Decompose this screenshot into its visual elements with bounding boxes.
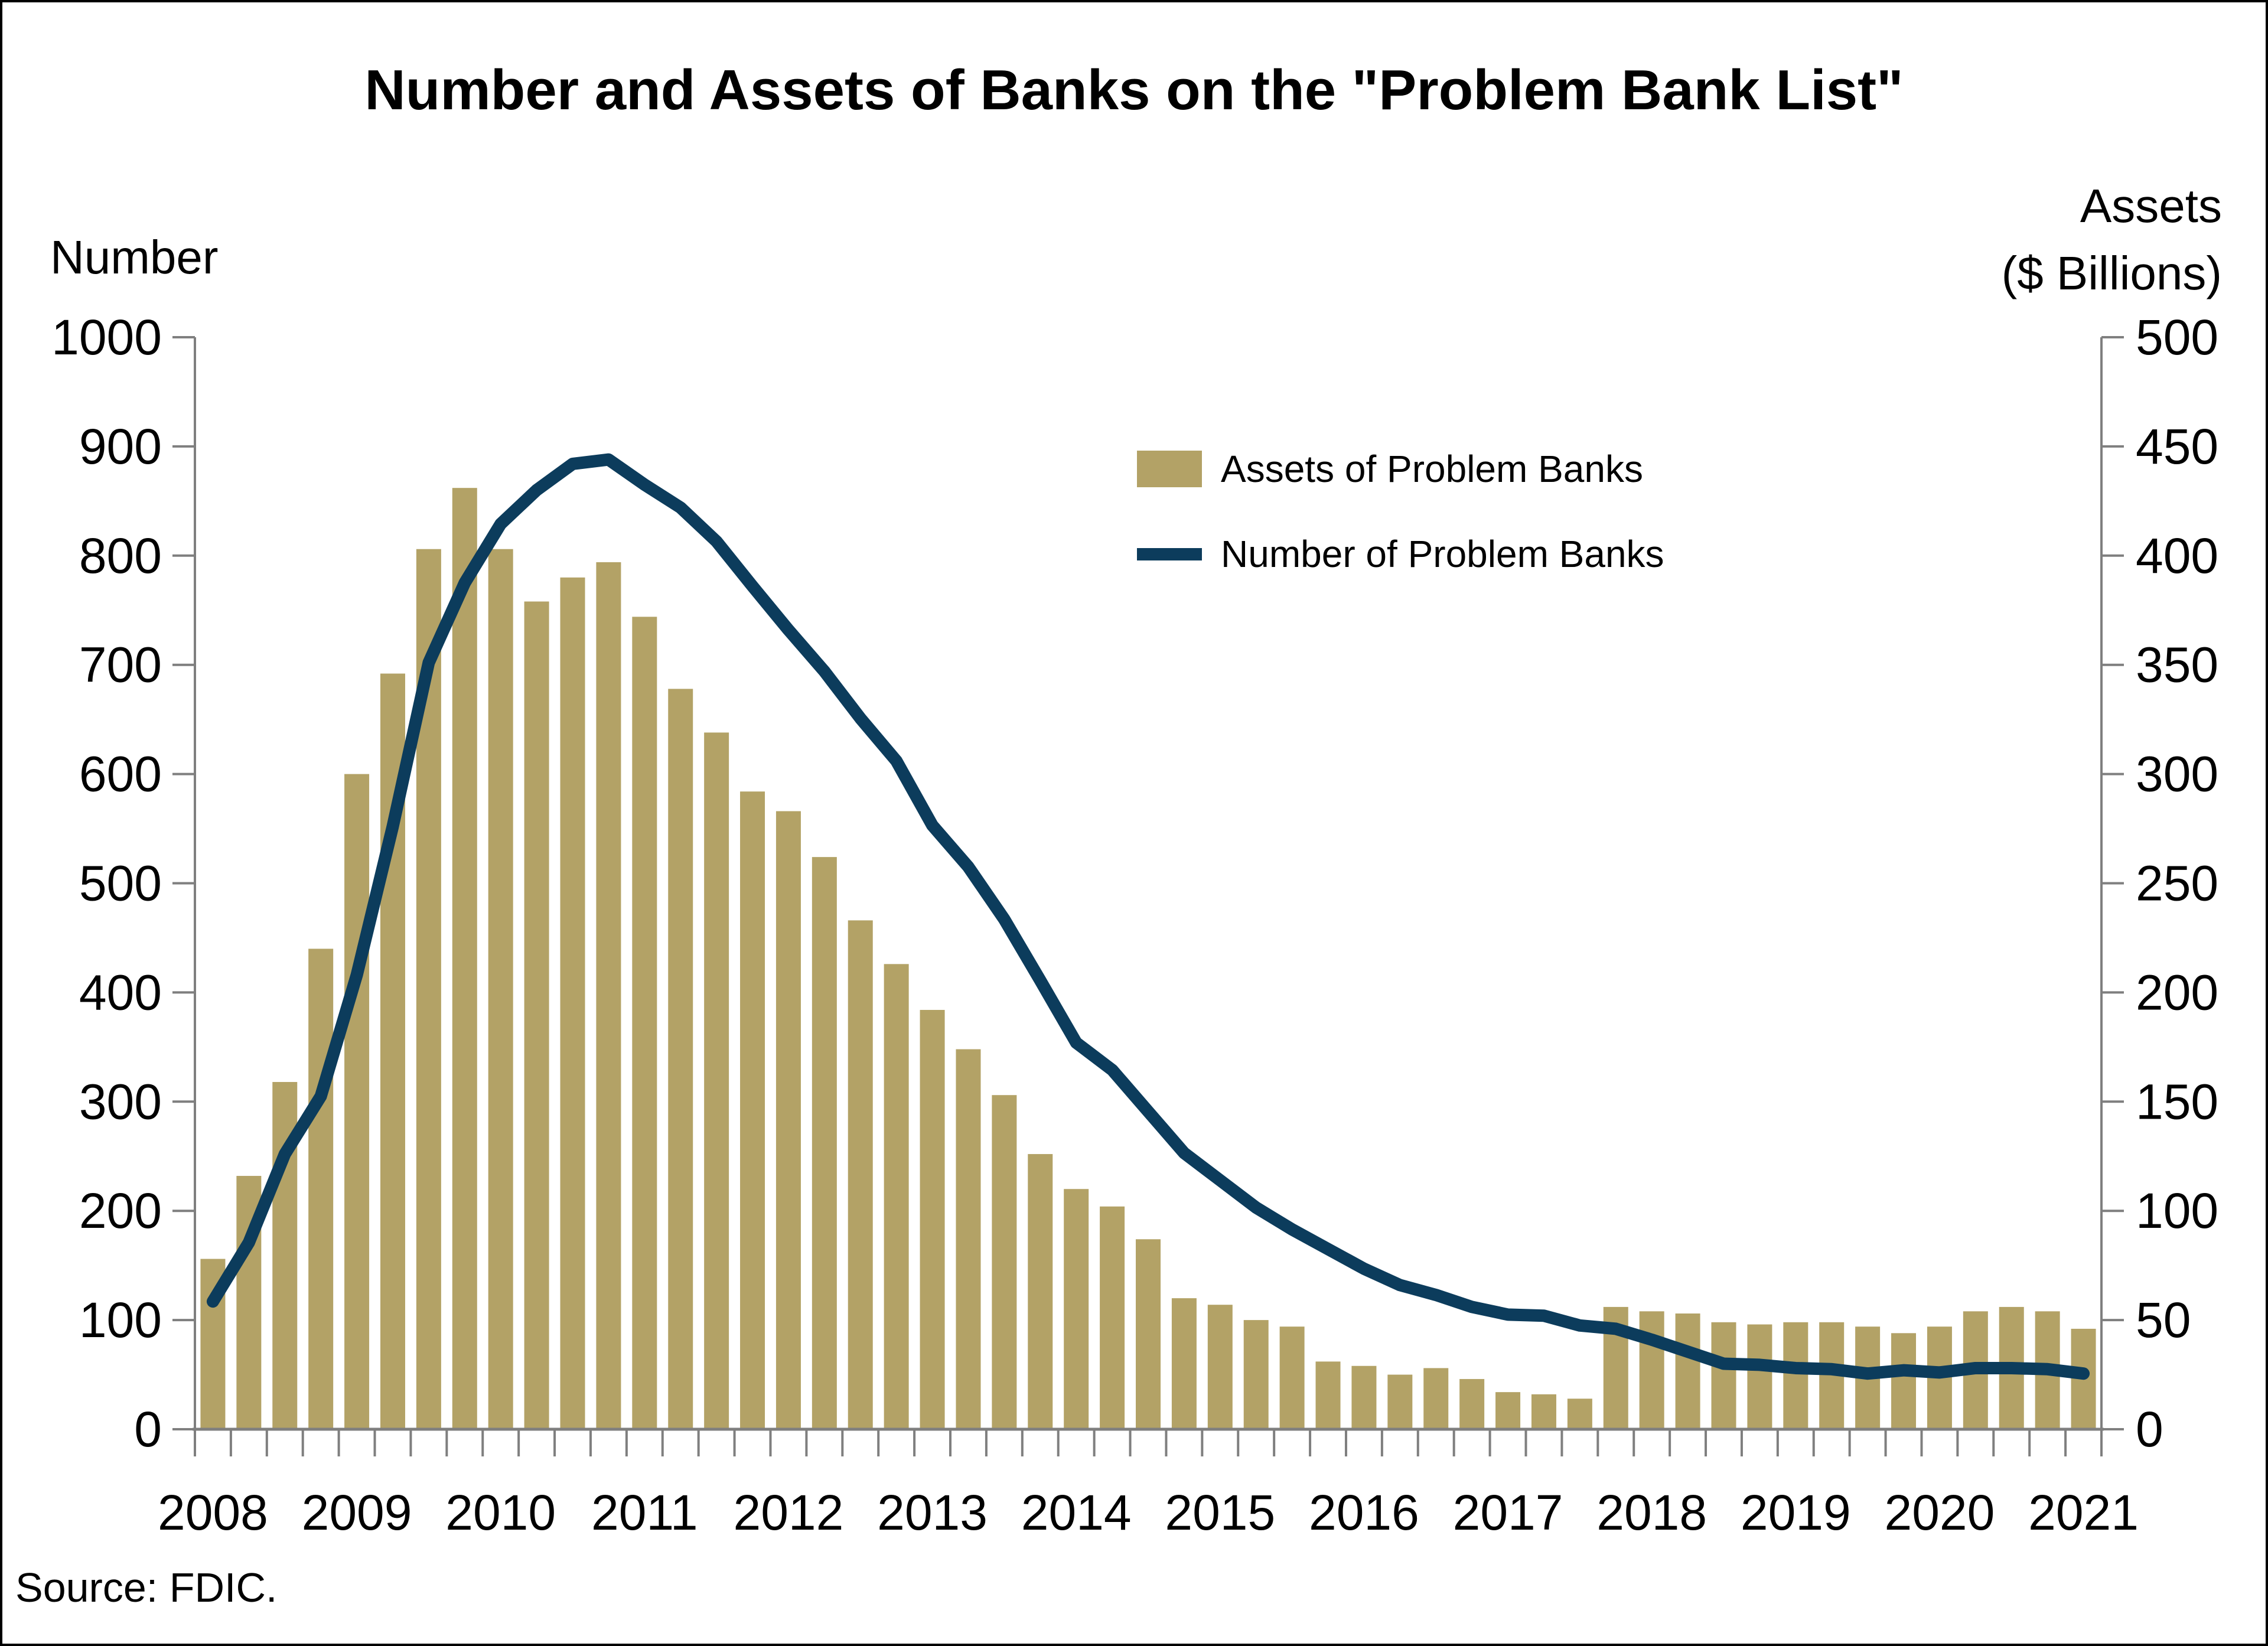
- left-axis-tick-label: 0: [134, 1401, 162, 1457]
- assets-bar: [1136, 1239, 1161, 1429]
- assets-bar: [1459, 1378, 1485, 1429]
- assets-bar: [1243, 1320, 1269, 1429]
- x-axis-year-label: 2019: [1741, 1485, 1851, 1540]
- right-axis-tick-label: 500: [2136, 309, 2218, 365]
- assets-bar: [1675, 1313, 1700, 1429]
- legend-item-assets: Assets of Problem Banks: [1137, 448, 1664, 490]
- assets-bar: [1351, 1365, 1377, 1429]
- right-axis-tick-label: 50: [2136, 1292, 2191, 1348]
- assets-bar: [1567, 1399, 1592, 1429]
- legend-label-number: Number of Problem Banks: [1221, 533, 1664, 575]
- assets-bar: [308, 949, 334, 1429]
- assets-bar: [1423, 1368, 1449, 1429]
- assets-bar: [1531, 1394, 1556, 1429]
- assets-bar: [632, 617, 657, 1429]
- left-axis-tick-label: 400: [79, 964, 162, 1020]
- x-axis-year-label: 2015: [1165, 1485, 1275, 1540]
- assets-bar: [1207, 1305, 1233, 1429]
- x-axis-year-label: 2017: [1453, 1485, 1563, 1540]
- right-axis-title-line2: ($ Billions): [2001, 246, 2222, 299]
- assets-bar: [812, 857, 837, 1429]
- left-axis-tick-label: 1000: [51, 309, 162, 365]
- assets-bar: [1495, 1392, 1521, 1429]
- assets-bar: [740, 791, 765, 1429]
- x-axis-year-label: 2018: [1596, 1485, 1707, 1540]
- right-axis-title: Assets ($ Billions): [2002, 172, 2222, 307]
- x-axis-year-label: 2008: [158, 1485, 268, 1540]
- left-axis-tick-label: 300: [79, 1074, 162, 1129]
- assets-bar: [848, 920, 873, 1429]
- left-axis-tick-label: 500: [79, 856, 162, 911]
- assets-bar: [488, 549, 513, 1429]
- right-axis-tick-label: 400: [2136, 528, 2218, 584]
- number-line: [206, 453, 2090, 1380]
- assets-bar: [452, 488, 477, 1429]
- x-axis-year-label: 2021: [2028, 1485, 2139, 1540]
- assets-bar: [668, 689, 693, 1429]
- left-axis-tick-label: 900: [79, 419, 162, 474]
- assets-bar: [1064, 1189, 1089, 1429]
- right-axis-title-line1: Assets: [2080, 180, 2222, 232]
- legend-item-number: Number of Problem Banks: [1137, 533, 1664, 575]
- chart-title: Number and Assets of Banks on the "Probl…: [364, 58, 1904, 122]
- left-axis-tick-label: 100: [79, 1292, 162, 1348]
- assets-bar: [1171, 1298, 1197, 1429]
- assets-bar: [992, 1095, 1017, 1429]
- right-axis-tick-label: 0: [2136, 1401, 2163, 1457]
- assets-bar: [1100, 1206, 1125, 1429]
- right-axis-tick-label: 450: [2136, 419, 2218, 474]
- number-line-swatch-icon: [1137, 536, 1202, 572]
- assets-bar: [1279, 1326, 1305, 1429]
- assets-bar: [1891, 1333, 1917, 1429]
- assets-bar: [704, 732, 729, 1429]
- assets-bar: [560, 577, 585, 1429]
- x-axis-year-label: 2012: [734, 1485, 844, 1540]
- x-axis-year-label: 2011: [591, 1485, 698, 1540]
- assets-bar: [1028, 1154, 1053, 1429]
- x-axis-year-label: 2020: [1884, 1485, 1995, 1540]
- left-axis-tick-label: 200: [79, 1183, 162, 1238]
- left-axis-tick-label: 700: [79, 637, 162, 693]
- legend: Assets of Problem Banks Number of Proble…: [1137, 448, 1664, 619]
- right-axis-tick-label: 150: [2136, 1074, 2218, 1129]
- right-axis-tick-label: 250: [2136, 856, 2218, 911]
- assets-bar: [920, 1009, 945, 1429]
- right-axis-tick-label: 100: [2136, 1183, 2218, 1238]
- x-axis-year-label: 2014: [1021, 1485, 1132, 1540]
- right-axis-tick-label: 350: [2136, 637, 2218, 693]
- source-note: Source: FDIC.: [15, 1564, 278, 1611]
- x-axis-year-label: 2009: [302, 1485, 412, 1540]
- assets-bar: [596, 562, 621, 1429]
- assets-bar: [884, 964, 909, 1429]
- left-axis-tick-label: 600: [79, 747, 162, 802]
- legend-label-assets: Assets of Problem Banks: [1221, 448, 1643, 490]
- assets-bar: [1783, 1322, 1808, 1429]
- left-axis-title: Number: [50, 231, 219, 283]
- assets-bar: [1747, 1324, 1772, 1429]
- assets-bar: [524, 601, 549, 1429]
- assets-bar: [1315, 1361, 1341, 1429]
- assets-bar: [1711, 1322, 1736, 1429]
- x-axis-year-label: 2010: [445, 1485, 556, 1540]
- right-axis-tick-label: 300: [2136, 747, 2218, 802]
- assets-bar: [775, 811, 801, 1429]
- x-axis-year-label: 2016: [1309, 1485, 1419, 1540]
- x-axis-year-label: 2013: [877, 1485, 988, 1540]
- left-axis-tick-label: 800: [79, 528, 162, 584]
- assets-bar: [1639, 1311, 1664, 1429]
- assets-bar: [1387, 1374, 1413, 1429]
- assets-bar: [956, 1049, 981, 1429]
- assets-bar-swatch-icon: [1137, 451, 1202, 487]
- assets-bar: [344, 774, 370, 1429]
- right-axis-tick-label: 200: [2136, 964, 2218, 1020]
